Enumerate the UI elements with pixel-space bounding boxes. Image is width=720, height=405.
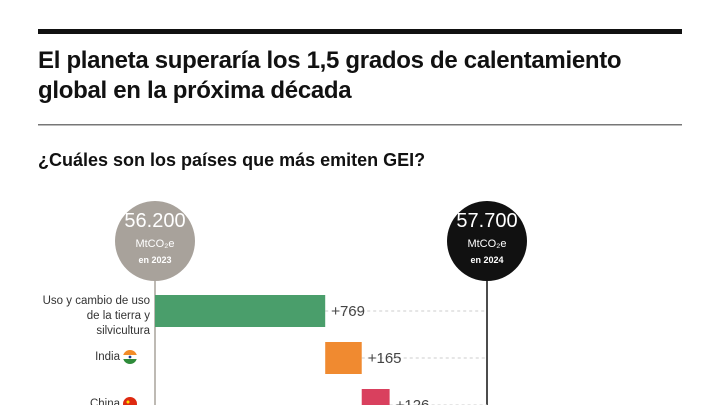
total-label: 57.700 bbox=[456, 210, 517, 232]
category-label: Uso y cambio de uso de la tierra y silvi… bbox=[42, 295, 150, 337]
value-label: +165 bbox=[368, 350, 402, 367]
value-label: +126 bbox=[396, 397, 430, 405]
subtitle: ¿Cuáles son los países que más emiten GE… bbox=[38, 150, 426, 170]
total-period: en 2024 bbox=[470, 255, 503, 265]
flag-china bbox=[123, 397, 137, 405]
title: El planeta superaría los 1,5 grados de c… bbox=[38, 47, 622, 104]
flag-india bbox=[123, 350, 137, 364]
total-bubble bbox=[447, 201, 527, 281]
total-label: 56.200 bbox=[124, 210, 185, 232]
total-unit: MtCO₂e bbox=[135, 238, 174, 250]
bar bbox=[155, 295, 326, 327]
total-bubble bbox=[115, 201, 195, 281]
category-label: India bbox=[95, 351, 120, 363]
top-rule bbox=[38, 29, 682, 34]
value-label: +769 bbox=[331, 303, 365, 320]
category-label: China bbox=[89, 398, 120, 405]
total-period: en 2023 bbox=[138, 255, 171, 265]
bar bbox=[361, 389, 390, 405]
bar bbox=[325, 342, 362, 374]
total-unit: MtCO₂e bbox=[467, 238, 506, 250]
divider bbox=[38, 124, 682, 126]
